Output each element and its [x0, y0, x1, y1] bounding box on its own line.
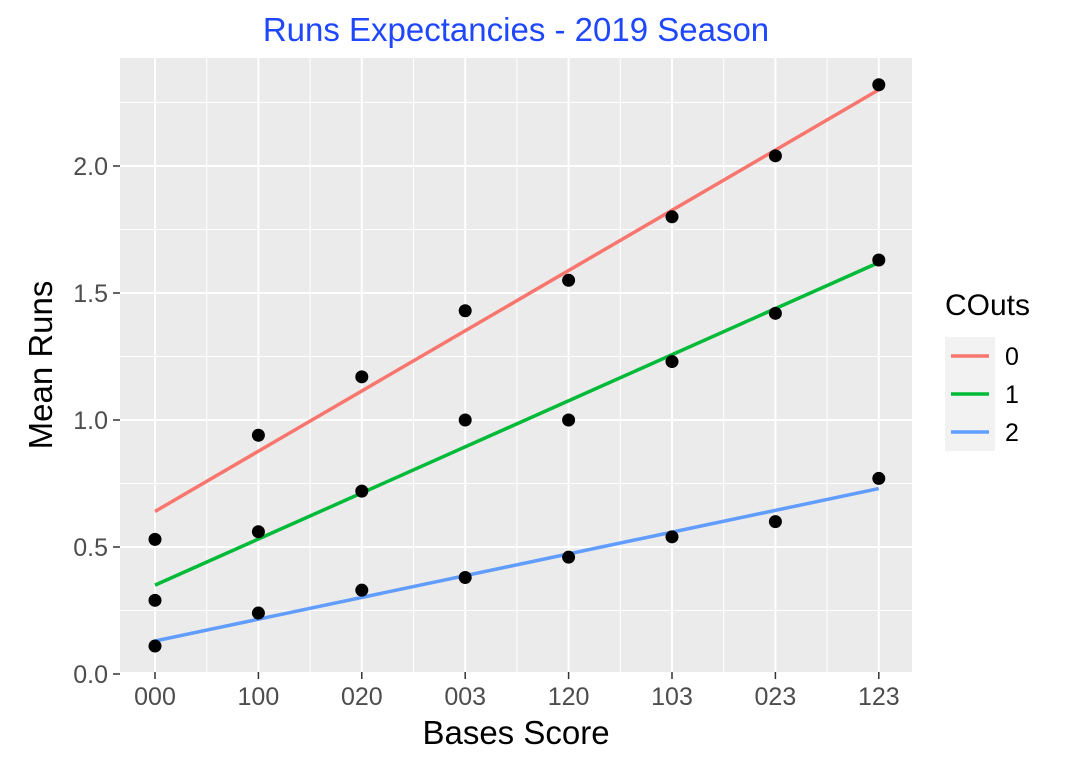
point-1-000 — [148, 593, 162, 607]
point-2-000 — [148, 639, 162, 653]
data-points — [148, 78, 886, 653]
legend-label-1: 1 — [1005, 381, 1019, 409]
point-2-120 — [562, 550, 576, 564]
point-1-123 — [872, 253, 886, 267]
y-axis-title: Mean Runs — [22, 281, 59, 450]
point-2-003 — [458, 570, 472, 584]
point-0-003 — [458, 304, 472, 318]
chart-title: Runs Expectancies - 2019 Season — [263, 11, 769, 48]
y-tick-label-4: 2.0 — [73, 153, 108, 181]
point-0-103 — [665, 210, 679, 224]
point-0-020 — [355, 370, 369, 384]
x-tick-label-2: 020 — [341, 683, 383, 711]
point-1-120 — [562, 413, 576, 427]
x-tick-label-3: 003 — [444, 683, 486, 711]
point-1-023 — [768, 306, 782, 320]
point-0-123 — [872, 78, 886, 92]
fit-line-0 — [154, 88, 880, 513]
point-2-100 — [251, 606, 265, 620]
y-tick-label-3: 1.5 — [73, 280, 108, 308]
x-tick-label-4: 120 — [548, 683, 590, 711]
x-axis-ticks: 000 100 020 003 120 103 023 123 — [134, 672, 900, 711]
point-2-020 — [355, 583, 369, 597]
x-tick-label-6: 023 — [755, 683, 797, 711]
point-2-023 — [768, 515, 782, 529]
y-tick-label-1: 0.5 — [73, 534, 108, 562]
legend-label-2: 2 — [1005, 419, 1019, 447]
grid-major — [120, 58, 912, 675]
fit-lines — [154, 88, 880, 643]
x-tick-label-7: 123 — [858, 683, 900, 711]
grid-minor — [120, 58, 912, 672]
point-1-100 — [251, 525, 265, 539]
y-tick-label-0: 0.0 — [73, 661, 108, 689]
point-1-003 — [458, 413, 472, 427]
x-tick-label-0: 000 — [134, 683, 176, 711]
point-2-103 — [665, 530, 679, 544]
point-0-120 — [562, 273, 576, 287]
point-0-000 — [148, 532, 162, 546]
point-2-123 — [872, 471, 886, 485]
point-0-100 — [251, 428, 265, 442]
point-0-023 — [768, 149, 782, 163]
point-1-020 — [355, 484, 369, 498]
legend-label-0: 0 — [1005, 343, 1019, 371]
x-axis-title: Bases Score — [422, 714, 609, 751]
point-1-103 — [665, 355, 679, 369]
legend: COuts 0 1 2 — [945, 289, 1030, 451]
x-tick-label-1: 100 — [238, 683, 280, 711]
y-tick-label-2: 1.0 — [73, 407, 108, 435]
y-axis-ticks: 0.0 0.5 1.0 1.5 2.0 — [73, 153, 120, 689]
legend-items: 0 1 2 — [945, 337, 1019, 451]
plot-panel — [120, 58, 912, 672]
fit-line-1 — [154, 260, 880, 587]
fit-line-2 — [154, 486, 880, 643]
x-tick-label-5: 103 — [651, 683, 693, 711]
legend-title: COuts — [945, 289, 1030, 322]
